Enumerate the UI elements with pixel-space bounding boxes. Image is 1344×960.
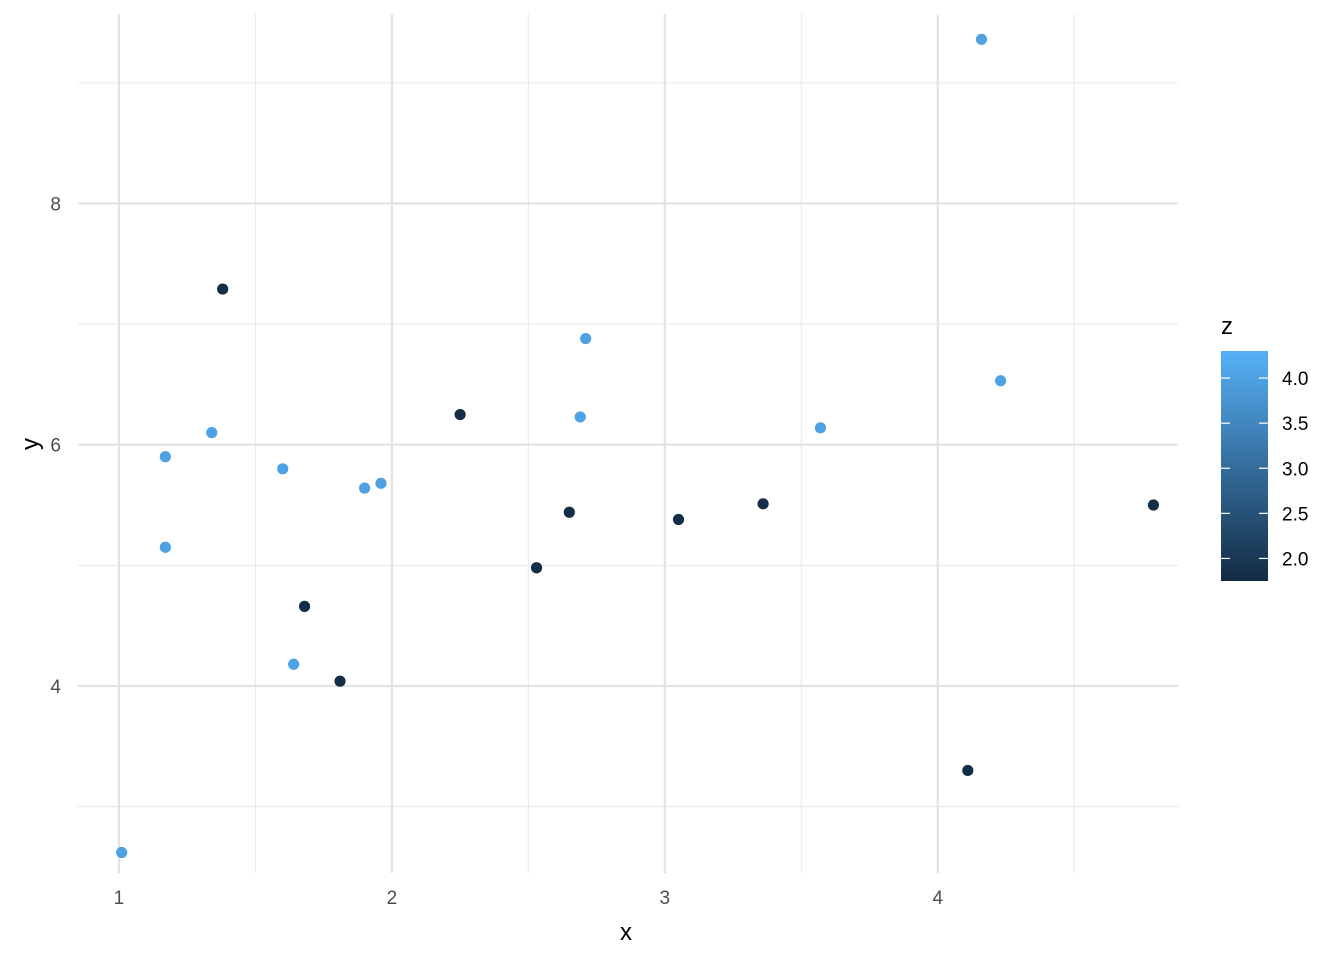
data-point — [454, 408, 466, 421]
y-axis-title: y — [17, 438, 44, 450]
data-point — [159, 541, 171, 553]
legend-title: z — [1221, 313, 1233, 340]
data-points — [116, 33, 1160, 859]
data-point — [1147, 499, 1160, 511]
legend-tick-label: 2.0 — [1282, 549, 1308, 570]
data-point — [962, 764, 974, 777]
legend-tick-label: 2.5 — [1282, 504, 1308, 525]
data-point — [159, 451, 171, 463]
y-tick-label: 4 — [50, 677, 61, 698]
x-tick-label: 3 — [660, 888, 671, 909]
data-point — [563, 506, 575, 518]
data-point — [288, 658, 300, 670]
major-gridlines — [78, 14, 1178, 873]
data-point — [574, 411, 586, 423]
data-point — [994, 375, 1007, 387]
legend-tick-label: 3.0 — [1282, 459, 1308, 480]
minor-gridlines — [78, 14, 1178, 873]
data-point — [206, 427, 218, 439]
x-tick-label: 2 — [387, 888, 398, 909]
data-point — [672, 513, 685, 526]
data-point — [217, 283, 229, 295]
data-point — [975, 33, 988, 45]
legend-ticks: 2.0 2.5 3.0 3.5 4.0 — [1221, 369, 1308, 570]
data-point — [757, 498, 769, 510]
y-tick-label: 6 — [50, 436, 61, 457]
x-axis-tick-labels: 1 2 3 4 — [114, 888, 944, 909]
data-point — [334, 675, 346, 687]
data-point — [580, 332, 592, 345]
data-point — [116, 846, 128, 859]
color-legend: z 2.0 2.5 3.0 3.5 4.0 — [1221, 313, 1308, 581]
legend-tick-label: 3.5 — [1282, 414, 1308, 435]
data-point — [814, 422, 827, 434]
data-point — [277, 463, 289, 475]
data-point — [530, 562, 543, 574]
y-axis-tick-labels: 4 6 8 — [50, 194, 61, 698]
x-tick-label: 4 — [933, 888, 944, 909]
legend-tick-label: 4.0 — [1282, 369, 1308, 390]
data-point — [298, 600, 311, 612]
x-axis-title: x — [620, 919, 632, 946]
legend-colorbar — [1221, 351, 1268, 581]
x-tick-label: 1 — [114, 888, 125, 909]
y-tick-label: 8 — [50, 194, 61, 215]
data-point — [375, 477, 387, 489]
data-point — [359, 482, 371, 494]
